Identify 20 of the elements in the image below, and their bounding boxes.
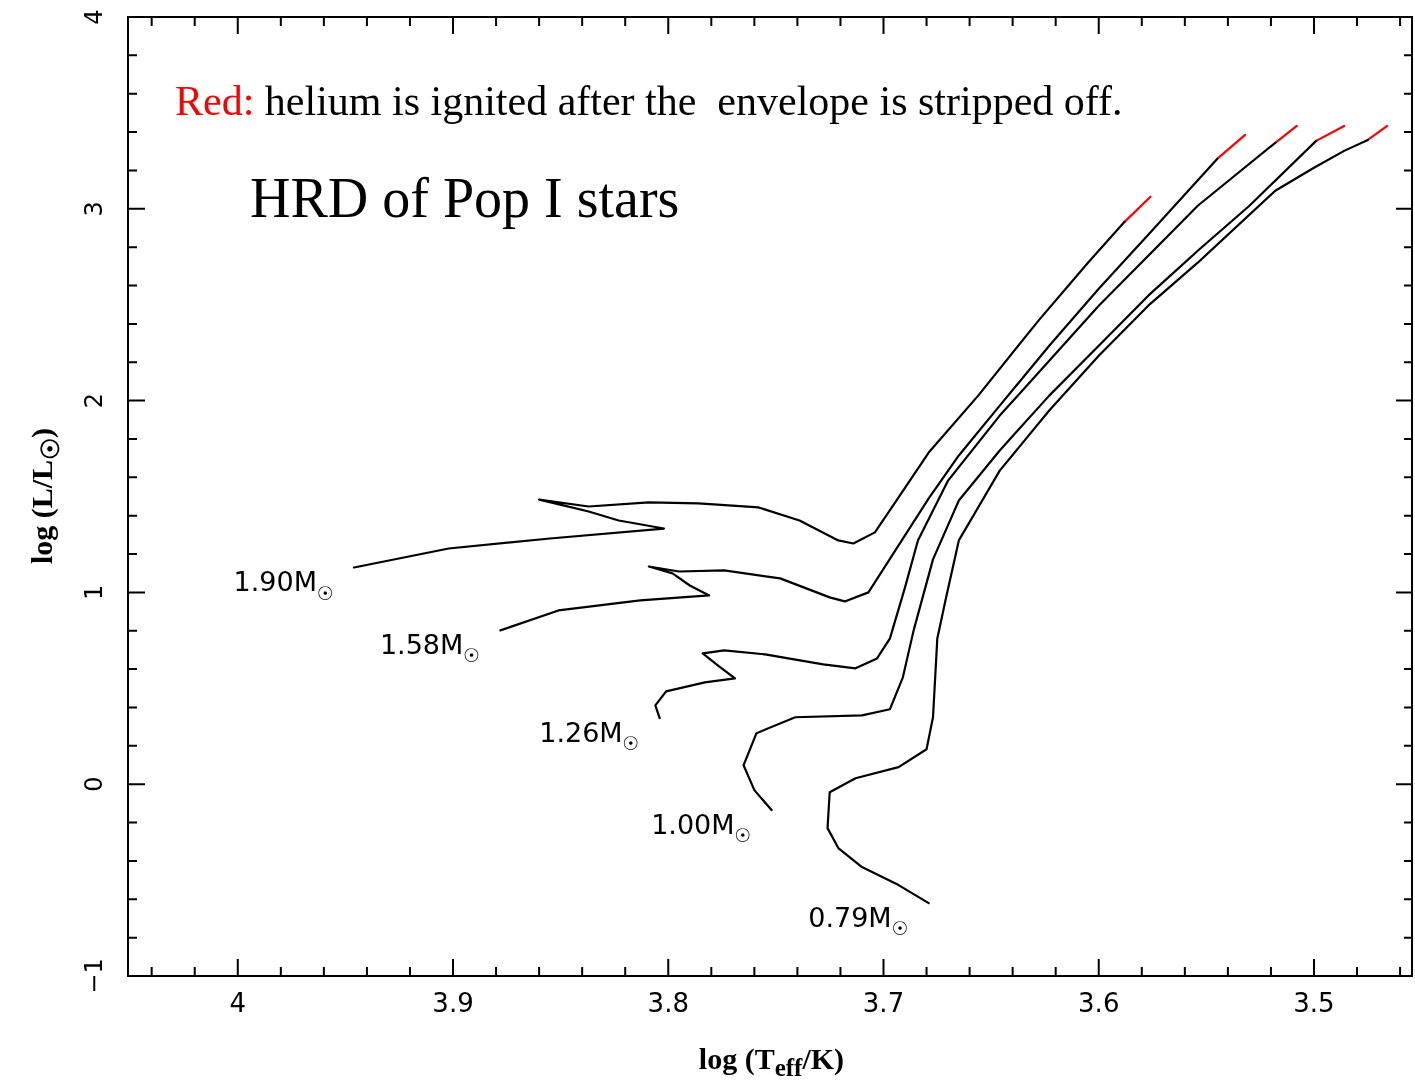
text: HRD of Pop I stars [250,167,680,229]
annotation: Red: helium is ignited after the envelope is stripped off. [175,78,1123,124]
x-tick-label: 3.6 [1078,988,1120,1019]
x-tick-label: 3.7 [862,988,905,1019]
y-tick-label: 0 [80,776,109,792]
x-tick-label: 4 [229,988,247,1019]
x-tick-label: 3.5 [1293,988,1335,1019]
y-tick-label: 2 [80,392,109,409]
series-label: 1.58M☉ [379,629,481,667]
y-tick-label: 1 [80,584,109,601]
y-tick-label: 4 [80,9,109,25]
y-tick-label: −1 [80,958,109,994]
x-tick-label: 3.9 [432,988,474,1019]
series-label: 0.79M☉ [808,902,909,940]
x-tick-label: 3.8 [647,988,689,1019]
series-label: 1.00M☉ [651,809,752,847]
x-axis-title: log (T$_{eff}$/K) [697,1042,846,1082]
series-label: 1.26M☉ [539,717,640,755]
y-tick-label: 3 [80,201,109,217]
series-label: 1.90M☉ [233,566,335,604]
